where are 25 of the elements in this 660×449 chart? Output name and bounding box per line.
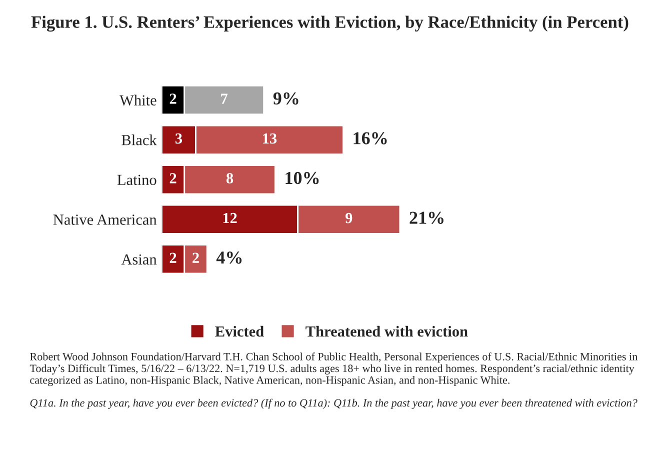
y-tick-label: Black xyxy=(122,134,157,146)
total-label: 10% xyxy=(286,172,319,184)
text: Q11a. In the past year, have you ever been evicted? (If no to Q11a): Q11b. In the past year, have you ever been threatened with eviction? xyxy=(30,398,638,409)
legend-label: Threatened with eviction xyxy=(306,326,468,337)
data-label: 8 xyxy=(226,173,234,184)
y-tick-label: White xyxy=(120,94,156,106)
data-label: 12 xyxy=(223,212,237,224)
y-tick-label: Latino xyxy=(117,174,156,186)
data-label: 3 xyxy=(175,133,182,144)
data-label: 2 xyxy=(170,94,176,104)
y-tick-label: Asian xyxy=(121,254,157,265)
total-label: 16% xyxy=(354,132,387,144)
total-label: 9% xyxy=(273,92,298,105)
text: Robert Wood Johnson Foundation/Harvard T.H. Chan School of Public Health, Personal Experiences of U.S. Racial/Ethnic Minorities in Today’s Difficult Times, 5/16/22 – 6/13/22. N=1,719 U.S. adults ages 18+ who live in rented homes. Respondent’s racial/ethnic identity categorized as Latino, non-Hispanic Black, Native American, non-Hispanic Asian, and non-Hispanic White. xyxy=(30,352,638,386)
y-tick-label: Native American xyxy=(53,214,157,225)
data-label: 13 xyxy=(263,133,277,144)
data-label: 2 xyxy=(170,252,176,263)
total-label: 21% xyxy=(410,212,444,224)
data-label: 7 xyxy=(221,94,228,104)
data-label: 2 xyxy=(170,173,176,184)
data-label: 2 xyxy=(192,252,199,263)
data-label: 9 xyxy=(345,212,352,224)
legend-label: Evicted xyxy=(215,326,264,337)
total-label: 4% xyxy=(216,251,242,264)
chart-title: Figure 1. U.S. Renters’ Experiences with Eviction, by Race/Ethnicity (in Percent) xyxy=(31,16,628,32)
